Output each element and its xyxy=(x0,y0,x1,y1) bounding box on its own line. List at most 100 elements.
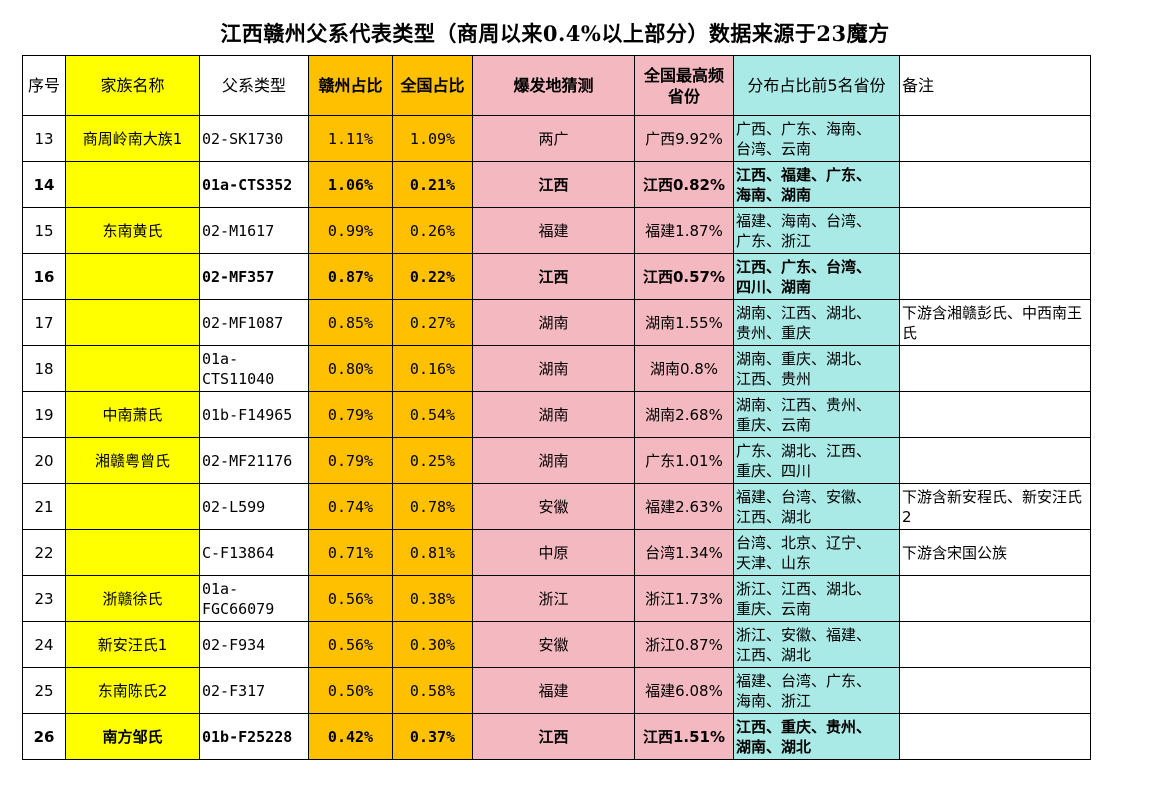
cell-type: 02-MF357 xyxy=(199,253,309,300)
cell-ganzhou: 1.06% xyxy=(308,161,393,208)
cell-note: 下游含新安程氏、新安汪氏2 xyxy=(899,483,1091,530)
cell-origin: 中原 xyxy=(472,529,635,576)
cell-top5: 江西、重庆、贵州、 湖南、湖北 xyxy=(733,713,900,760)
cell-note xyxy=(899,575,1091,622)
cell-top5: 湖南、重庆、湖北、 江西、贵州 xyxy=(733,345,900,392)
cell-note xyxy=(899,161,1091,208)
cell-national: 0.58% xyxy=(392,667,473,714)
cell-top-province: 福建6.08% xyxy=(634,667,734,714)
cell-note xyxy=(899,115,1091,162)
table-row: 17 02-MF1087 0.85% 0.27% 湖南 湖南1.55% 湖南、江西、湖北、 … xyxy=(22,299,1091,346)
table-row: 25 东南陈氏2 02-F317 0.50% 0.58% 福建 福建6.08% 福建、台湾、广… xyxy=(22,667,1091,714)
cell-top-province: 浙江0.87% xyxy=(634,621,734,668)
cell-top-province: 湖南2.68% xyxy=(634,391,734,438)
cell-ganzhou: 0.87% xyxy=(308,253,393,300)
data-table: 序号 家族名称 父系类型 赣州占比 全国占比 爆发地猜测 全国最高频 省份 分布… xyxy=(22,55,1091,760)
table-row: 26 南方邹氏 01b-F25228 0.42% 0.37% 江西 江西1.51% 江西、重庆… xyxy=(22,713,1091,760)
cell-ganzhou: 0.42% xyxy=(308,713,393,760)
cell-ganzhou: 0.79% xyxy=(308,391,393,438)
cell-family: 中南萧氏 xyxy=(65,391,200,438)
cell-ganzhou: 0.74% xyxy=(308,483,393,530)
cell-origin: 江西 xyxy=(472,713,635,760)
cell-top-province: 江西1.51% xyxy=(634,713,734,760)
cell-family: 东南陈氏2 xyxy=(65,667,200,714)
cell-type: 02-F317 xyxy=(199,667,309,714)
cell-type: 01a-CTS11040 xyxy=(199,345,309,392)
cell-ganzhou: 0.71% xyxy=(308,529,393,576)
cell-type: 01b-F14965 xyxy=(199,391,309,438)
cell-note xyxy=(899,207,1091,254)
header-family: 家族名称 xyxy=(65,55,200,116)
table-row: 24 新安汪氏1 02-F934 0.56% 0.30% 安徽 浙江0.87% 浙江、安徽、福… xyxy=(22,621,1091,668)
cell-type: 02-SK1730 xyxy=(199,115,309,162)
header-note: 备注 xyxy=(899,55,1091,116)
cell-family xyxy=(65,299,200,346)
cell-top5: 福建、海南、台湾、 广东、浙江 xyxy=(733,207,900,254)
cell-national: 0.21% xyxy=(392,161,473,208)
cell-origin: 湖南 xyxy=(472,299,635,346)
cell-type: C-F13864 xyxy=(199,529,309,576)
cell-note xyxy=(899,437,1091,484)
table-row: 16 02-MF357 0.87% 0.22% 江西 江西0.57% 江西、广东、台湾、 四… xyxy=(22,253,1091,300)
cell-note xyxy=(899,621,1091,668)
cell-origin: 两广 xyxy=(472,115,635,162)
cell-family: 商周岭南大族1 xyxy=(65,115,200,162)
cell-ganzhou: 0.79% xyxy=(308,437,393,484)
cell-note xyxy=(899,667,1091,714)
cell-type: 01a-FGC66079 xyxy=(199,575,309,622)
cell-origin: 浙江 xyxy=(472,575,635,622)
table-row: 18 01a-CTS11040 0.80% 0.16% 湖南 湖南0.8% 湖南、重庆、湖北… xyxy=(22,345,1091,392)
cell-family xyxy=(65,253,200,300)
cell-index: 23 xyxy=(22,575,66,622)
cell-national: 0.78% xyxy=(392,483,473,530)
cell-index: 14 xyxy=(22,161,66,208)
table-row: 14 01a-CTS352 1.06% 0.21% 江西 江西0.82% 江西、福建、广东、… xyxy=(22,161,1091,208)
cell-national: 0.30% xyxy=(392,621,473,668)
cell-index: 20 xyxy=(22,437,66,484)
cell-index: 19 xyxy=(22,391,66,438)
cell-index: 18 xyxy=(22,345,66,392)
header-national: 全国占比 xyxy=(392,55,473,116)
cell-family: 南方邹氏 xyxy=(65,713,200,760)
cell-origin: 江西 xyxy=(472,253,635,300)
cell-note xyxy=(899,391,1091,438)
cell-ganzhou: 1.11% xyxy=(308,115,393,162)
table-row: 22 C-F13864 0.71% 0.81% 中原 台湾1.34% 台湾、北京、辽宁、 天… xyxy=(22,529,1091,576)
cell-top-province: 江西0.82% xyxy=(634,161,734,208)
cell-note xyxy=(899,253,1091,300)
header-ganzhou: 赣州占比 xyxy=(308,55,393,116)
cell-origin: 湖南 xyxy=(472,437,635,484)
cell-top5: 浙江、江西、湖北、 重庆、云南 xyxy=(733,575,900,622)
cell-national: 1.09% xyxy=(392,115,473,162)
cell-origin: 安徽 xyxy=(472,621,635,668)
cell-type: 02-MF21176 xyxy=(199,437,309,484)
cell-family xyxy=(65,161,200,208)
cell-top5: 湖南、江西、湖北、 贵州、重庆 xyxy=(733,299,900,346)
cell-family: 浙赣徐氏 xyxy=(65,575,200,622)
cell-top5: 广东、湖北、江西、 重庆、四川 xyxy=(733,437,900,484)
cell-index: 21 xyxy=(22,483,66,530)
page-title: 江西赣州父系代表类型（商周以来0.4%以上部分）数据来源于23魔方 xyxy=(220,21,890,46)
table-row: 19 中南萧氏 01b-F14965 0.79% 0.54% 湖南 湖南2.68% 湖南、江西… xyxy=(22,391,1091,438)
cell-origin: 湖南 xyxy=(472,391,635,438)
cell-national: 0.22% xyxy=(392,253,473,300)
header-origin: 爆发地猜测 xyxy=(472,55,635,116)
cell-origin: 安徽 xyxy=(472,483,635,530)
table-row: 23 浙赣徐氏 01a-FGC66079 0.56% 0.38% 浙江 浙江1.73% 浙江、… xyxy=(22,575,1091,622)
cell-index: 26 xyxy=(22,713,66,760)
cell-ganzhou: 0.56% xyxy=(308,621,393,668)
cell-index: 24 xyxy=(22,621,66,668)
cell-origin: 福建 xyxy=(472,667,635,714)
cell-origin: 福建 xyxy=(472,207,635,254)
cell-family xyxy=(65,345,200,392)
cell-index: 17 xyxy=(22,299,66,346)
cell-top-province: 福建1.87% xyxy=(634,207,734,254)
cell-national: 0.81% xyxy=(392,529,473,576)
header-top5: 分布占比前5名省份 xyxy=(733,55,900,116)
cell-index: 22 xyxy=(22,529,66,576)
cell-top5: 福建、台湾、安徽、 江西、湖北 xyxy=(733,483,900,530)
table-row: 20 湘赣粤曾氏 02-MF21176 0.79% 0.25% 湖南 广东1.01% 广东、湖… xyxy=(22,437,1091,484)
cell-family xyxy=(65,483,200,530)
cell-family: 新安汪氏1 xyxy=(65,621,200,668)
cell-note xyxy=(899,345,1091,392)
